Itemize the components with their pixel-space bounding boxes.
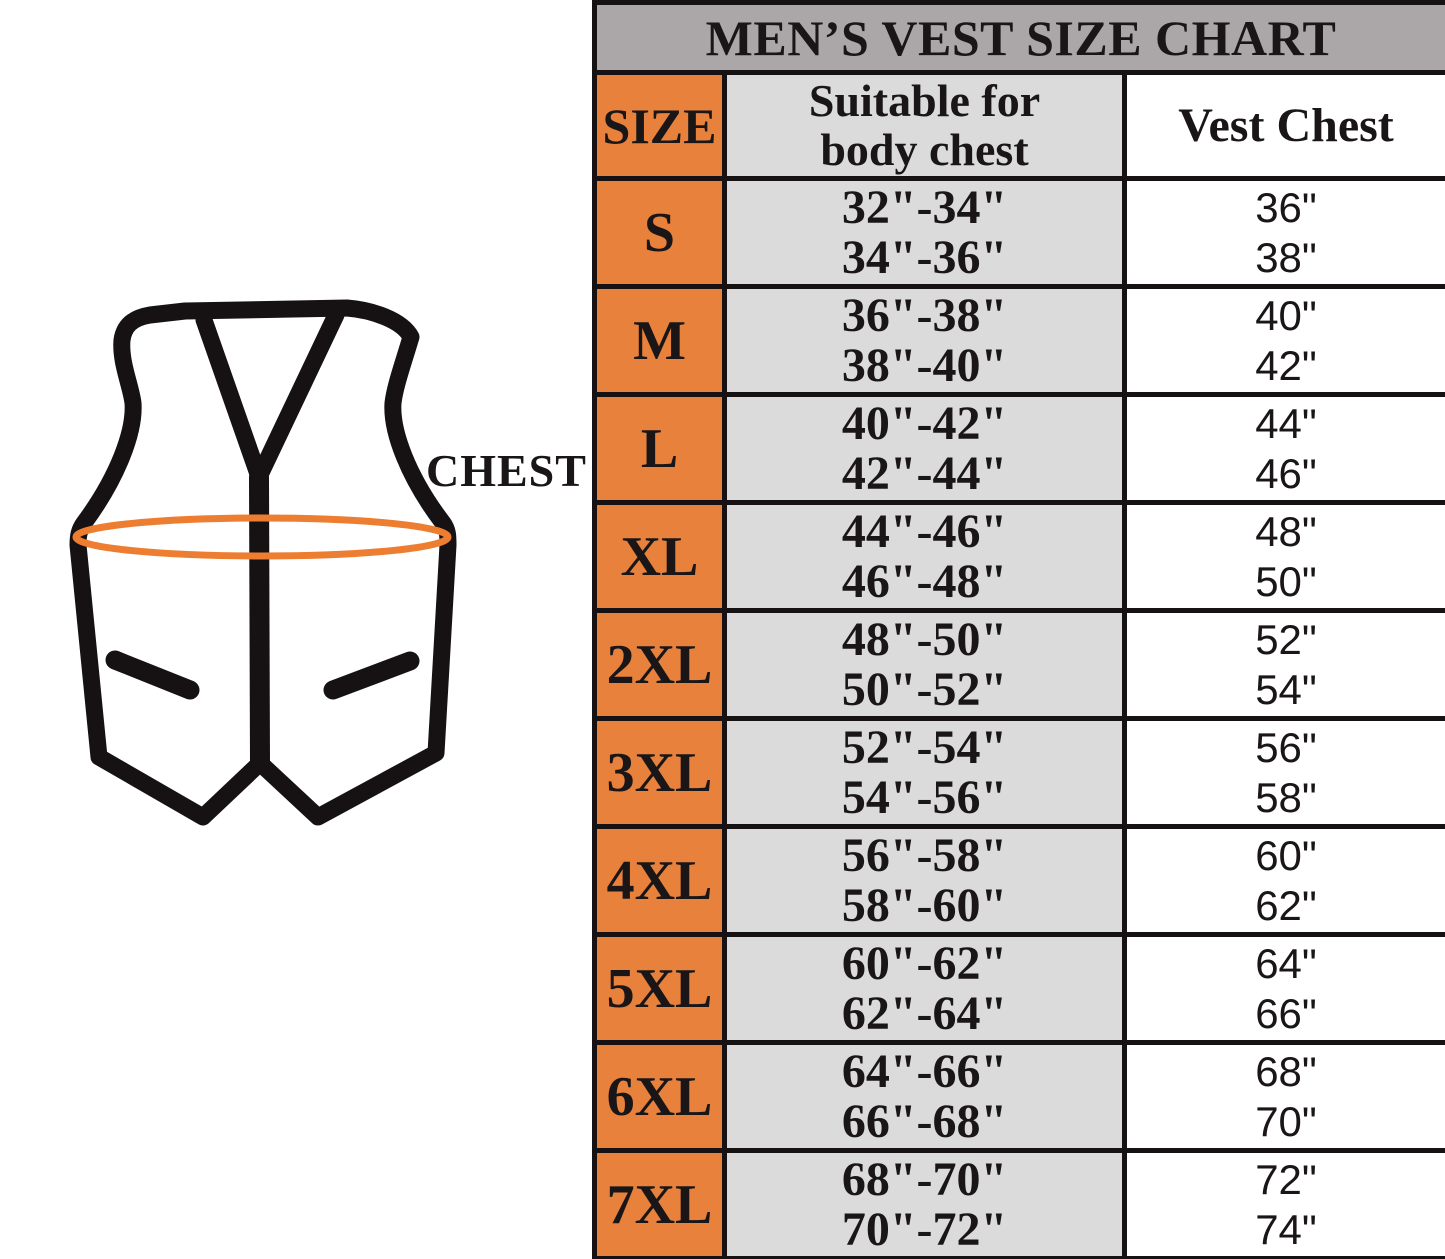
vest-chest-cell: 40" 42" xyxy=(1121,284,1445,397)
table-title-row: MEN’S VEST SIZE CHART xyxy=(591,0,1445,75)
col-header-body-chest: Suitable for body chest xyxy=(722,70,1127,181)
vest-chest-cell: 72" 74" xyxy=(1121,1148,1445,1259)
table-header-row: SIZE Suitable for body chest Vest Chest xyxy=(592,70,1445,181)
vest-chest-value: 54" xyxy=(1255,665,1317,713)
size-cell: 3XL xyxy=(592,716,727,829)
vest-chest-value: 56" xyxy=(1255,723,1317,771)
vest-outline-path xyxy=(69,299,457,826)
table-row-l: L 40"-42" 42"-44" 44" 46" xyxy=(592,392,1445,505)
vest-chest-value: 70" xyxy=(1255,1097,1317,1145)
body-chest-cell: 44"-46" 46"-48" xyxy=(722,500,1127,613)
body-chest-range: 32"-34" xyxy=(841,180,1008,234)
body-chest-cell: 48"-50" 50"-52" xyxy=(722,608,1127,721)
table-row-xl: XL 44"-46" 46"-48" 48" 50" xyxy=(592,500,1445,613)
body-chest-range: 62"-64" xyxy=(841,986,1008,1040)
chest-measure-ellipse xyxy=(72,514,452,560)
size-cell: 6XL xyxy=(592,1040,727,1153)
table-row-6xl: 6XL 64"-66" 66"-68" 68" 70" xyxy=(592,1040,1445,1153)
vest-pocket-right xyxy=(323,651,420,700)
vest-chest-value: 66" xyxy=(1255,989,1317,1037)
vest-chest-cell: 52" 54" xyxy=(1121,608,1445,721)
body-chest-range: 58"-60" xyxy=(841,878,1008,932)
size-cell: M xyxy=(592,284,727,397)
vest-chest-cell: 44" 46" xyxy=(1121,392,1445,505)
body-chest-range: 68"-70" xyxy=(841,1152,1008,1206)
size-cell: L xyxy=(592,392,727,505)
col-header-size: SIZE xyxy=(592,70,727,181)
vest-chest-cell: 36" 38" xyxy=(1121,176,1445,289)
table-row-4xl: 4XL 56"-58" 58"-60" 60" 62" xyxy=(592,824,1445,937)
vest-chest-value: 64" xyxy=(1255,939,1317,987)
table-row-7xl: 7XL 68"-70" 70"-72" 72" 74" xyxy=(592,1148,1445,1259)
vest-chest-cell: 68" 70" xyxy=(1121,1040,1445,1153)
body-chest-range: 36"-38" xyxy=(841,288,1008,342)
body-chest-cell: 68"-70" 70"-72" xyxy=(722,1148,1127,1259)
size-table: MEN’S VEST SIZE CHART SIZE Suitable for … xyxy=(591,0,1445,1259)
body-chest-range: 52"-54" xyxy=(841,720,1008,774)
body-chest-cell: 40"-42" 42"-44" xyxy=(722,392,1127,505)
chest-label: CHEST xyxy=(426,445,587,496)
table-title: MEN’S VEST SIZE CHART xyxy=(591,0,1445,75)
body-chest-range: 64"-66" xyxy=(841,1044,1008,1098)
body-chest-cell: 64"-66" 66"-68" xyxy=(722,1040,1127,1153)
vest-chest-value: 60" xyxy=(1255,831,1317,879)
size-cell: S xyxy=(592,176,727,289)
vest-chest-value: 36" xyxy=(1255,183,1317,231)
body-chest-cell: 56"-58" 58"-60" xyxy=(722,824,1127,937)
vest-chest-value: 44" xyxy=(1255,399,1317,447)
vest-center-seam-path xyxy=(249,467,270,773)
table-row-s: S 32"-34" 34"-36" 36" 38" xyxy=(592,176,1445,289)
vest-chest-value: 42" xyxy=(1255,341,1317,389)
body-chest-cell: 36"-38" 38"-40" xyxy=(722,284,1127,397)
body-chest-range: 38"-40" xyxy=(841,338,1008,392)
table-row-2xl: 2XL 48"-50" 50"-52" 52" 54" xyxy=(592,608,1445,721)
body-chest-range: 56"-58" xyxy=(841,828,1008,882)
vest-pocket-left xyxy=(105,650,200,700)
body-chest-cell: 32"-34" 34"-36" xyxy=(722,176,1127,289)
vest-chest-cell: 48" 50" xyxy=(1121,500,1445,613)
body-chest-range: 70"-72" xyxy=(841,1202,1008,1256)
size-cell: 4XL xyxy=(592,824,727,937)
vest-chest-value: 46" xyxy=(1255,449,1317,497)
body-chest-range: 66"-68" xyxy=(841,1094,1008,1148)
vest-chest-cell: 56" 58" xyxy=(1121,716,1445,829)
body-chest-cell: 60"-62" 62"-64" xyxy=(722,932,1127,1045)
size-cell: 2XL xyxy=(592,608,727,721)
body-chest-range: 42"-44" xyxy=(841,446,1008,500)
body-chest-range: 50"-52" xyxy=(841,662,1008,716)
size-cell: 5XL xyxy=(592,932,727,1045)
body-chest-cell: 52"-54" 54"-56" xyxy=(722,716,1127,829)
col-header-body-chest-text: Suitable for body chest xyxy=(808,74,1041,175)
vest-chest-cell: 64" 66" xyxy=(1121,932,1445,1045)
table-row-5xl: 5XL 60"-62" 62"-64" 64" 66" xyxy=(592,932,1445,1045)
vest-chest-value: 40" xyxy=(1255,291,1317,339)
body-chest-range: 44"-46" xyxy=(841,504,1008,558)
size-cell: 7XL xyxy=(592,1148,727,1259)
vest-chest-value: 58" xyxy=(1255,773,1317,821)
vest-chest-value: 48" xyxy=(1255,507,1317,555)
body-chest-range: 34"-36" xyxy=(841,230,1008,284)
body-chest-range: 40"-42" xyxy=(841,396,1008,450)
vest-chest-value: 74" xyxy=(1255,1205,1317,1253)
body-chest-range: 48"-50" xyxy=(841,612,1008,666)
vest-chest-value: 72" xyxy=(1255,1155,1317,1203)
body-chest-range: 60"-62" xyxy=(841,936,1008,990)
vest-chest-value: 50" xyxy=(1255,557,1317,605)
vest-chest-value: 68" xyxy=(1255,1047,1317,1095)
col-header-vest-chest: Vest Chest xyxy=(1121,70,1445,181)
table-row-m: M 36"-38" 38"-40" 40" 42" xyxy=(592,284,1445,397)
vest-chest-value: 38" xyxy=(1255,233,1317,281)
vest-chest-value: 52" xyxy=(1255,615,1317,663)
vest-chest-cell: 60" 62" xyxy=(1121,824,1445,937)
vest-neckline-path xyxy=(195,306,345,486)
table-row-3xl: 3XL 52"-54" 54"-56" 56" 58" xyxy=(592,716,1445,829)
body-chest-range: 46"-48" xyxy=(841,554,1008,608)
size-cell: XL xyxy=(592,500,727,613)
vest-chest-value: 62" xyxy=(1255,881,1317,929)
body-chest-range: 54"-56" xyxy=(841,770,1008,824)
